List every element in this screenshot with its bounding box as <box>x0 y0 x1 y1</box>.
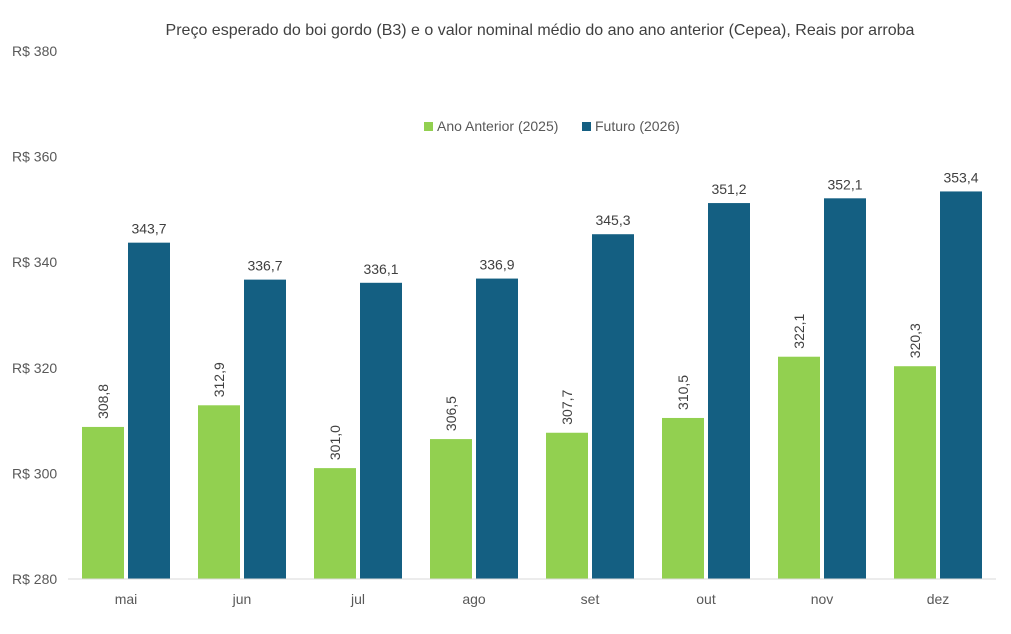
data-label: 336,9 <box>479 257 514 273</box>
legend-label: Ano Anterior (2025) <box>437 118 558 134</box>
x-tick-label: mai <box>115 591 138 607</box>
y-tick-label: R$ 300 <box>12 465 57 481</box>
data-label: 343,7 <box>131 221 166 237</box>
bar-ano-anterior <box>662 417 704 579</box>
data-label: 310,5 <box>675 375 691 410</box>
x-tick-label: out <box>696 591 716 607</box>
data-label: 353,4 <box>943 169 978 185</box>
bar-ano-anterior <box>894 366 936 579</box>
bar-ano-anterior <box>778 356 820 579</box>
data-label: 301,0 <box>327 425 343 460</box>
bars <box>82 191 982 579</box>
bar-ano-anterior <box>198 405 240 579</box>
bar-futuro <box>128 242 170 579</box>
y-tick-label: R$ 380 <box>12 43 57 59</box>
legend-item: Futuro (2026) <box>582 118 680 134</box>
bar-futuro <box>592 234 634 579</box>
x-axis-labels: mai jun jul ago set out nov dez <box>115 591 950 607</box>
data-label: 320,3 <box>907 323 923 358</box>
x-tick-label: ago <box>462 591 486 607</box>
bar-futuro <box>476 278 518 579</box>
x-tick-label: set <box>581 591 600 607</box>
data-label: 306,5 <box>443 396 459 431</box>
bar-futuro <box>940 191 982 579</box>
bar-futuro <box>244 279 286 579</box>
bar-ano-anterior <box>314 468 356 579</box>
data-label: 345,3 <box>595 212 630 228</box>
data-label: 312,9 <box>211 362 227 397</box>
legend-swatch <box>424 122 433 131</box>
data-label: 351,2 <box>711 181 746 197</box>
y-tick-label: R$ 320 <box>12 360 57 376</box>
data-label: 336,1 <box>363 261 398 277</box>
y-tick-label: R$ 360 <box>12 149 57 165</box>
legend-swatch <box>582 122 591 131</box>
x-tick-label: dez <box>927 591 950 607</box>
x-tick-label: jul <box>350 591 365 607</box>
bar-futuro <box>708 203 750 579</box>
legend-label: Futuro (2026) <box>595 118 680 134</box>
x-tick-label: nov <box>811 591 834 607</box>
data-labels: 308,8 343,7 312,9 336,7 301,0 336,1 306,5 336,9… <box>95 169 979 460</box>
bar-futuro <box>360 282 402 579</box>
y-tick-label: R$ 340 <box>12 254 57 270</box>
data-label: 352,1 <box>827 176 862 192</box>
data-label: 336,7 <box>247 258 282 274</box>
bar-ano-anterior <box>546 432 588 579</box>
bar-ano-anterior <box>82 426 124 579</box>
data-label: 322,1 <box>791 313 807 348</box>
data-label: 308,8 <box>95 384 111 419</box>
y-tick-label: R$ 280 <box>12 571 57 587</box>
bar-ano-anterior <box>430 439 472 579</box>
chart-legend: Ano Anterior (2025) Futuro (2026) <box>424 118 680 134</box>
y-axis-labels: R$ 280 R$ 300 R$ 320 R$ 340 R$ 360 R$ 380 <box>12 43 57 587</box>
legend-item: Ano Anterior (2025) <box>424 118 558 134</box>
data-label: 307,7 <box>559 389 575 424</box>
chart-title: Preço esperado do boi gordo (B3) e o val… <box>166 22 915 39</box>
bar-futuro <box>824 198 866 579</box>
x-tick-label: jun <box>232 591 252 607</box>
